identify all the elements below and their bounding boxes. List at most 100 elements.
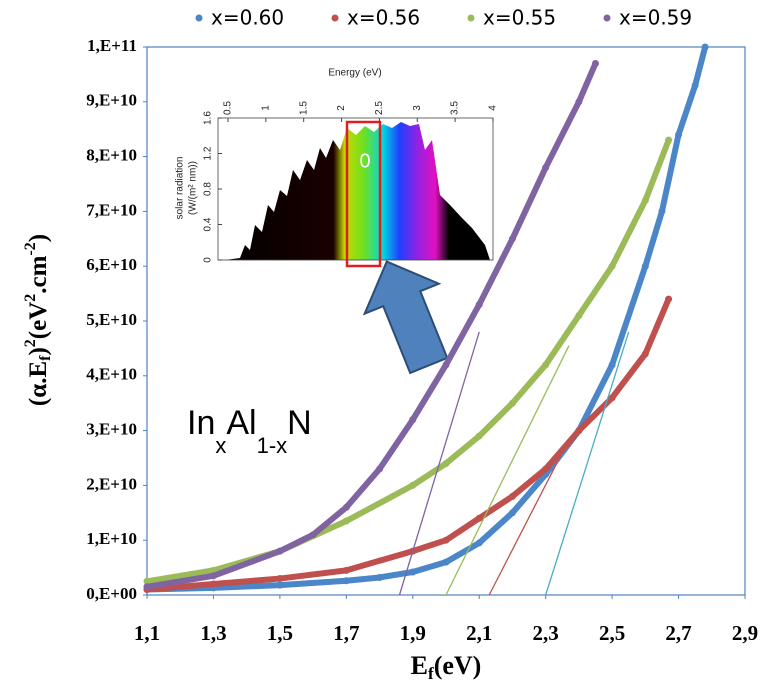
y-tick-label: 1,E+11	[87, 36, 137, 55]
point	[542, 164, 550, 172]
annotation-part: x	[215, 433, 226, 458]
point	[342, 517, 350, 525]
point	[592, 59, 599, 67]
inset-x-tick-label: 2.5	[374, 101, 385, 115]
point	[508, 492, 516, 500]
point	[442, 361, 450, 369]
x-tick-label: 1,9	[400, 621, 426, 645]
point	[608, 262, 616, 270]
point	[508, 235, 516, 243]
x-title-part: (eV)	[434, 651, 482, 680]
fit-line	[398, 331, 480, 596]
legend-marker	[603, 14, 611, 22]
y-tick-label: 2,E+10	[86, 474, 137, 493]
point	[475, 432, 483, 440]
inset-y-label: solar radiation	[175, 157, 186, 220]
y-tick-label: 1,E+10	[86, 529, 137, 548]
y-title-part: (α.E	[25, 361, 52, 406]
inset-y-label: (W/(m² nm))	[188, 161, 199, 215]
legend-marker	[467, 14, 475, 22]
point	[641, 350, 649, 358]
y-title-part: )	[25, 347, 52, 355]
point	[276, 581, 284, 589]
point	[209, 580, 217, 588]
y-title-part: )	[25, 234, 52, 242]
point	[665, 295, 673, 303]
inset-y-tick-label: 1.2	[203, 146, 214, 160]
legend-label: x=0.56	[347, 6, 420, 30]
point	[508, 509, 516, 517]
y-tick-label: 8,E+10	[86, 146, 137, 165]
inset-x-tick-label: 4	[488, 105, 499, 111]
point	[701, 43, 709, 51]
fit-line	[445, 345, 570, 596]
y-tick-label: 9,E+10	[86, 91, 137, 110]
annotation: InxAl1-xN	[187, 404, 312, 458]
point	[608, 361, 616, 369]
point	[143, 577, 151, 585]
legend-label: x=0.55	[483, 6, 556, 30]
annotation-part: In	[187, 404, 215, 442]
inset-y-tick-label: 0.4	[203, 217, 214, 231]
point	[276, 575, 284, 583]
point	[475, 514, 483, 522]
point	[508, 399, 516, 407]
x-tick-label: 2,7	[665, 621, 691, 645]
inset-x-label: Energy (eV)	[328, 68, 381, 79]
point	[442, 558, 450, 566]
y-title-part: 2	[22, 294, 39, 302]
x-title-part: f	[428, 664, 434, 683]
x-tick-label: 1,7	[333, 621, 359, 645]
point	[641, 262, 649, 270]
y-tick-label: 0,E+00	[86, 584, 137, 603]
inset-x-tick-label: 3	[412, 105, 423, 111]
inset-highlight	[345, 120, 382, 268]
y-title-part: 2	[22, 339, 39, 347]
y-tick-label: 7,E+10	[86, 200, 137, 219]
x-tick-label: 2,5	[599, 621, 625, 645]
point	[342, 503, 350, 511]
point	[475, 301, 483, 309]
legend-marker	[195, 14, 203, 22]
y-title-part: f	[37, 355, 54, 361]
x-tick-label: 2,9	[732, 621, 758, 645]
inset-box-label: 0	[359, 150, 370, 172]
point	[309, 531, 317, 539]
x-tick-label: 1,3	[200, 621, 226, 645]
point	[143, 583, 151, 591]
arrow	[362, 260, 449, 375]
point	[342, 577, 350, 585]
y-tick-label: 4,E+10	[86, 365, 137, 384]
point	[658, 207, 666, 215]
point	[409, 481, 417, 489]
point	[442, 459, 450, 467]
point	[542, 361, 550, 369]
point	[575, 427, 583, 435]
annotation-part: Al	[226, 404, 256, 442]
x-tick-label: 1,1	[134, 621, 160, 645]
point	[376, 465, 384, 473]
y-title-part: .cm	[25, 255, 52, 293]
y-title-part: (eV	[25, 302, 52, 339]
inset: 0 Energy (eV) solar radiation (W/(m² nm)…	[170, 62, 500, 268]
y-tick-label: 6,E+10	[86, 255, 137, 274]
inset-y-tick-label: 0	[203, 257, 214, 263]
point	[376, 573, 384, 581]
legend-marker	[331, 14, 339, 22]
x-tick-label: 2,1	[466, 621, 492, 645]
y-axis-title: (α.Ef)2(eV2.cm-2)	[22, 234, 54, 406]
inset-y-tick-label: 1.6	[203, 111, 214, 125]
point	[665, 136, 673, 144]
x-title-part: E	[411, 651, 428, 680]
x-axis-title: Ef(eV)	[411, 651, 482, 683]
y-tick-label: 3,E+10	[86, 420, 137, 439]
inset-x-tick-label: 2	[336, 105, 347, 111]
spectrum	[225, 122, 490, 260]
annotation-part: N	[287, 404, 312, 442]
inset-x-tick-label: 1.5	[298, 101, 309, 115]
point	[442, 536, 450, 544]
point	[575, 312, 583, 320]
point	[691, 81, 699, 89]
fit-line	[545, 331, 630, 596]
